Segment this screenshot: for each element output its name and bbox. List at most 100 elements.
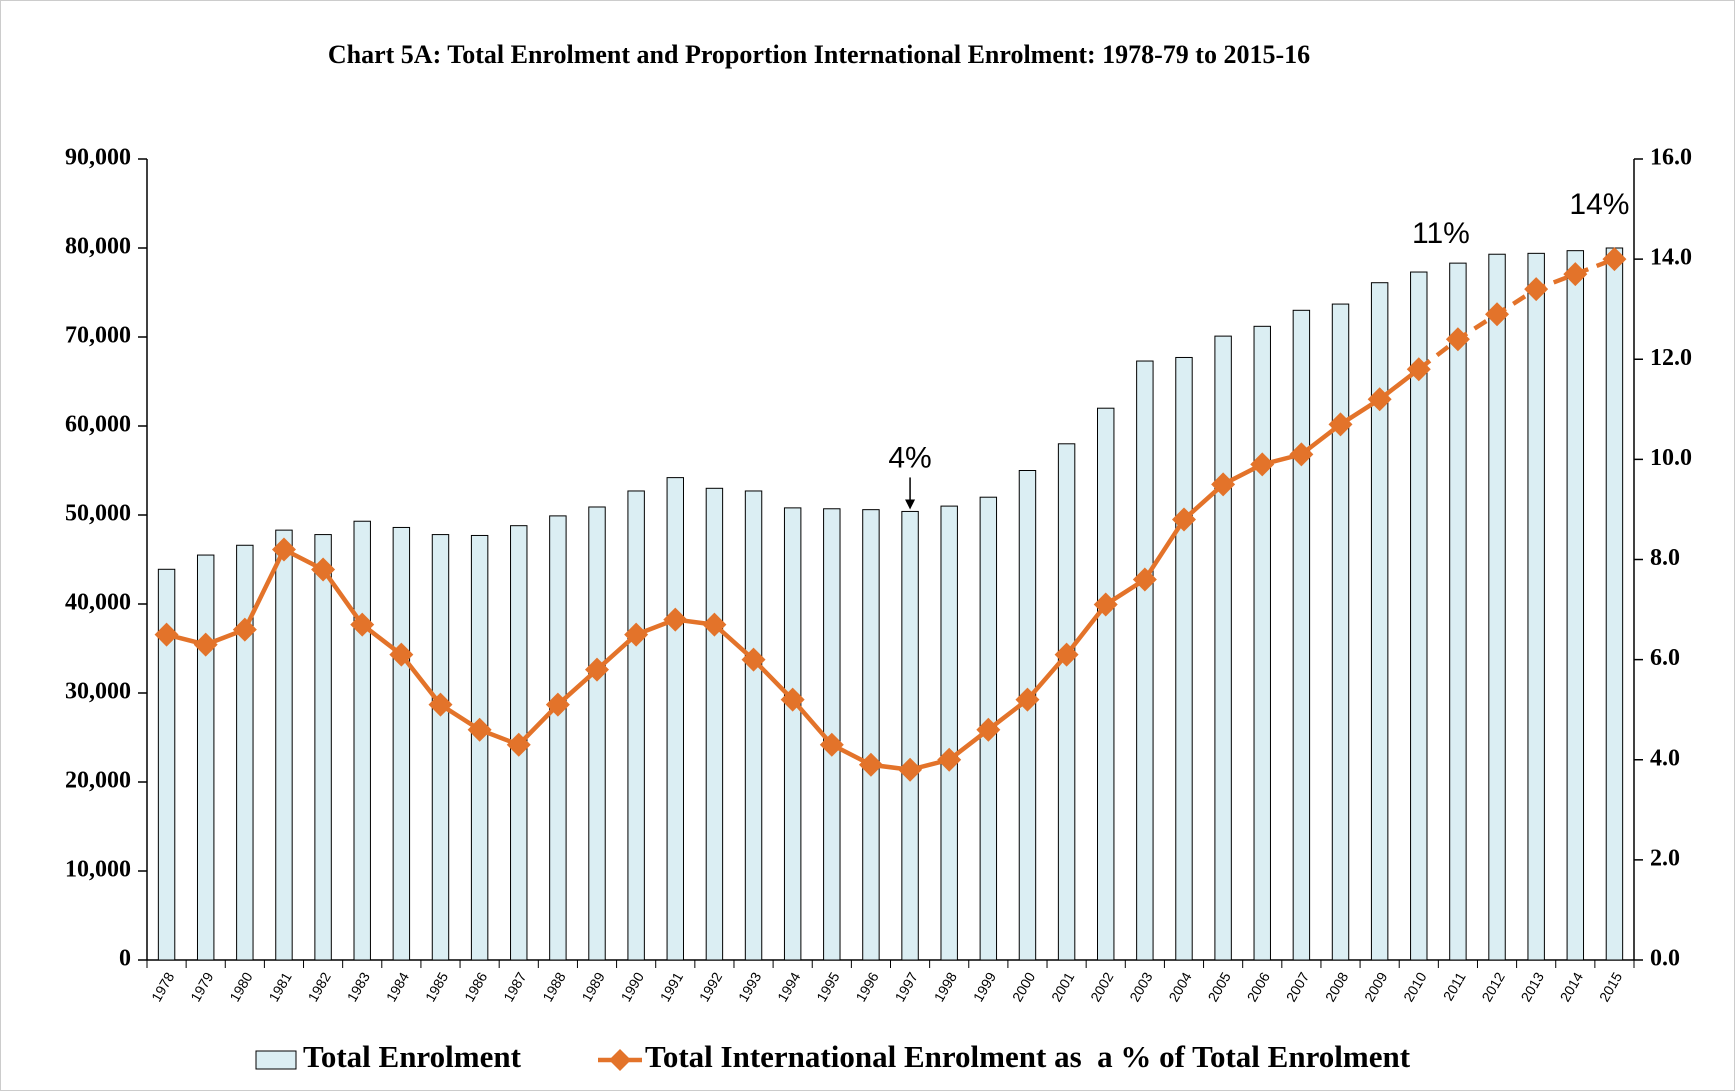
y-tick-label: 0: [119, 946, 131, 972]
bar: [549, 515, 567, 961]
marker: [1171, 507, 1196, 532]
bar: [744, 490, 763, 961]
y2-tick-label: 0.0: [1650, 946, 1680, 972]
bar: [236, 544, 254, 961]
marker: [976, 717, 1001, 742]
bar: [1331, 303, 1350, 961]
bar: [314, 534, 332, 961]
y-tick-label: 30,000: [65, 679, 131, 705]
legend-marker: [609, 1049, 631, 1071]
marker: [1015, 687, 1040, 712]
marker: [1250, 452, 1275, 477]
annotation: 4%: [888, 441, 931, 474]
marker: [663, 607, 688, 632]
annotation: 11%: [1412, 217, 1470, 250]
bar: [353, 520, 371, 961]
bar: [196, 554, 215, 961]
y2-tick-label: 14.0: [1650, 245, 1692, 271]
annotation-arrowhead: [905, 499, 916, 510]
y2-tick-label: 2.0: [1650, 845, 1680, 871]
bar: [1175, 356, 1193, 961]
marker: [858, 752, 883, 777]
bar: [666, 477, 684, 961]
legend-label: Total International Enrolment as a % of …: [645, 1039, 1411, 1074]
bar: [901, 510, 919, 961]
bar: [1566, 250, 1585, 961]
bar: [705, 487, 724, 961]
bar: [1527, 252, 1545, 961]
annotation: 14%: [1569, 188, 1629, 221]
bar: [1370, 282, 1389, 961]
y-tick-label: 50,000: [65, 501, 131, 527]
y-tick-label: 60,000: [65, 412, 131, 438]
marker: [350, 612, 375, 637]
marker: [545, 692, 570, 717]
y2-tick-label: 12.0: [1650, 345, 1692, 371]
bar: [627, 490, 645, 961]
marker: [1602, 247, 1627, 272]
marker: [311, 557, 336, 582]
bar: [1018, 470, 1037, 961]
marker: [467, 717, 492, 742]
bar: [588, 506, 606, 961]
y-tick-label: 40,000: [65, 590, 131, 616]
bar: [470, 534, 489, 961]
legend-label: Total Enrolment: [303, 1039, 522, 1074]
marker: [232, 617, 257, 642]
marker: [1328, 412, 1353, 437]
marker: [271, 537, 296, 562]
chart-title: Chart 5A: Total Enrolment and Proportion…: [328, 40, 1310, 69]
marker: [1406, 357, 1431, 382]
marker: [898, 757, 923, 782]
marker: [1524, 277, 1549, 302]
bar: [1410, 271, 1428, 961]
y2-tick-label: 16.0: [1650, 145, 1692, 171]
marker: [780, 687, 805, 712]
bar: [1605, 247, 1624, 961]
bar: [1136, 360, 1154, 961]
marker: [1093, 592, 1118, 617]
marker: [389, 642, 414, 667]
marker: [741, 647, 766, 672]
bar: [431, 534, 450, 961]
marker: [702, 612, 727, 637]
bar: [1057, 443, 1076, 961]
marker: [1211, 472, 1236, 497]
marker: [1132, 567, 1157, 592]
marker: [937, 747, 962, 772]
y2-tick-label: 6.0: [1650, 645, 1680, 671]
bar: [1253, 325, 1271, 961]
y-tick-label: 70,000: [65, 323, 131, 349]
marker: [1289, 442, 1314, 467]
y-tick-label: 90,000: [65, 145, 131, 171]
marker: [1367, 387, 1392, 412]
y-tick-label: 10,000: [65, 857, 131, 883]
marker: [1563, 262, 1588, 287]
legend-swatch: [255, 1050, 297, 1070]
marker: [428, 692, 453, 717]
marker: [585, 657, 610, 682]
y2-tick-label: 8.0: [1650, 545, 1680, 571]
bar: [1292, 309, 1311, 961]
bar: [1449, 262, 1467, 961]
bar: [157, 568, 176, 961]
bar: [783, 507, 802, 961]
marker: [1445, 327, 1470, 352]
marker: [819, 732, 844, 757]
bar: [392, 526, 411, 961]
marker: [154, 622, 179, 647]
bar: [940, 505, 958, 961]
marker: [193, 632, 218, 657]
marker: [506, 732, 531, 757]
y2-tick-label: 4.0: [1650, 745, 1680, 771]
y-tick-label: 20,000: [65, 768, 131, 794]
bar: [275, 529, 293, 961]
bar: [1488, 253, 1506, 961]
y2-tick-label: 10.0: [1650, 445, 1692, 471]
marker: [1054, 642, 1079, 667]
bar: [1097, 407, 1115, 961]
bar: [1214, 335, 1232, 961]
y-tick-label: 80,000: [65, 234, 131, 260]
bar: [862, 509, 880, 961]
